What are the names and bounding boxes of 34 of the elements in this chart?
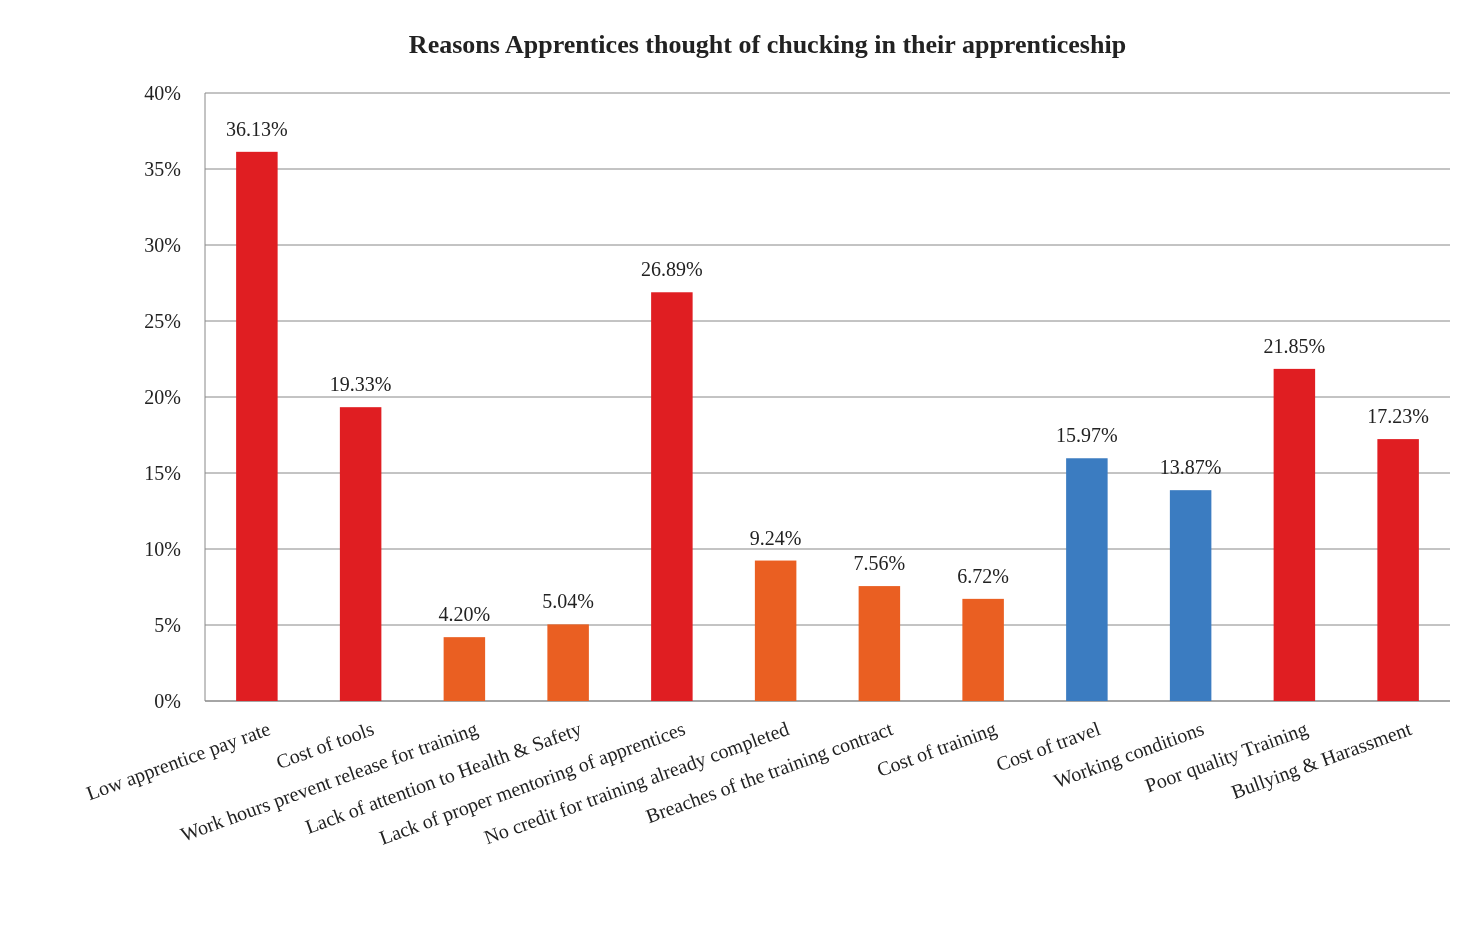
y-tick-label: 0% bbox=[154, 690, 181, 712]
bar bbox=[1273, 368, 1316, 701]
data-label: 5.04% bbox=[542, 590, 594, 613]
data-label: 19.33% bbox=[329, 373, 392, 396]
y-tick-label: 40% bbox=[144, 82, 181, 104]
data-label: 4.20% bbox=[438, 603, 491, 626]
bar bbox=[754, 560, 797, 701]
y-tick-label: 5% bbox=[154, 614, 181, 636]
bar bbox=[236, 151, 278, 701]
y-tick-label: 30% bbox=[144, 234, 181, 256]
data-label: 17.23% bbox=[1367, 405, 1429, 428]
data-label: 15.97% bbox=[1056, 424, 1118, 447]
data-label: 6.72% bbox=[957, 564, 1009, 587]
y-tick-label: 35% bbox=[144, 158, 181, 180]
data-label: 26.89% bbox=[641, 258, 703, 281]
data-label: 36.13% bbox=[226, 117, 288, 140]
chart-title: Reasons Apprentices thought of chucking in their apprenticeship bbox=[408, 30, 1127, 59]
bar bbox=[339, 407, 382, 701]
bar bbox=[651, 292, 693, 701]
bar bbox=[1377, 439, 1419, 701]
bar bbox=[1066, 458, 1108, 701]
y-tick-label: 20% bbox=[144, 386, 181, 408]
bar bbox=[1169, 490, 1212, 701]
data-label: 9.24% bbox=[749, 526, 802, 549]
y-tick-label: 15% bbox=[144, 462, 181, 484]
y-tick-label: 10% bbox=[144, 538, 181, 560]
bar bbox=[443, 637, 486, 701]
data-label: 21.85% bbox=[1263, 334, 1326, 357]
bar bbox=[547, 624, 589, 701]
data-label: 13.87% bbox=[1159, 456, 1222, 479]
bar bbox=[858, 586, 901, 701]
data-label: 7.56% bbox=[853, 552, 906, 575]
y-tick-label: 25% bbox=[144, 310, 181, 332]
bar bbox=[962, 598, 1004, 701]
